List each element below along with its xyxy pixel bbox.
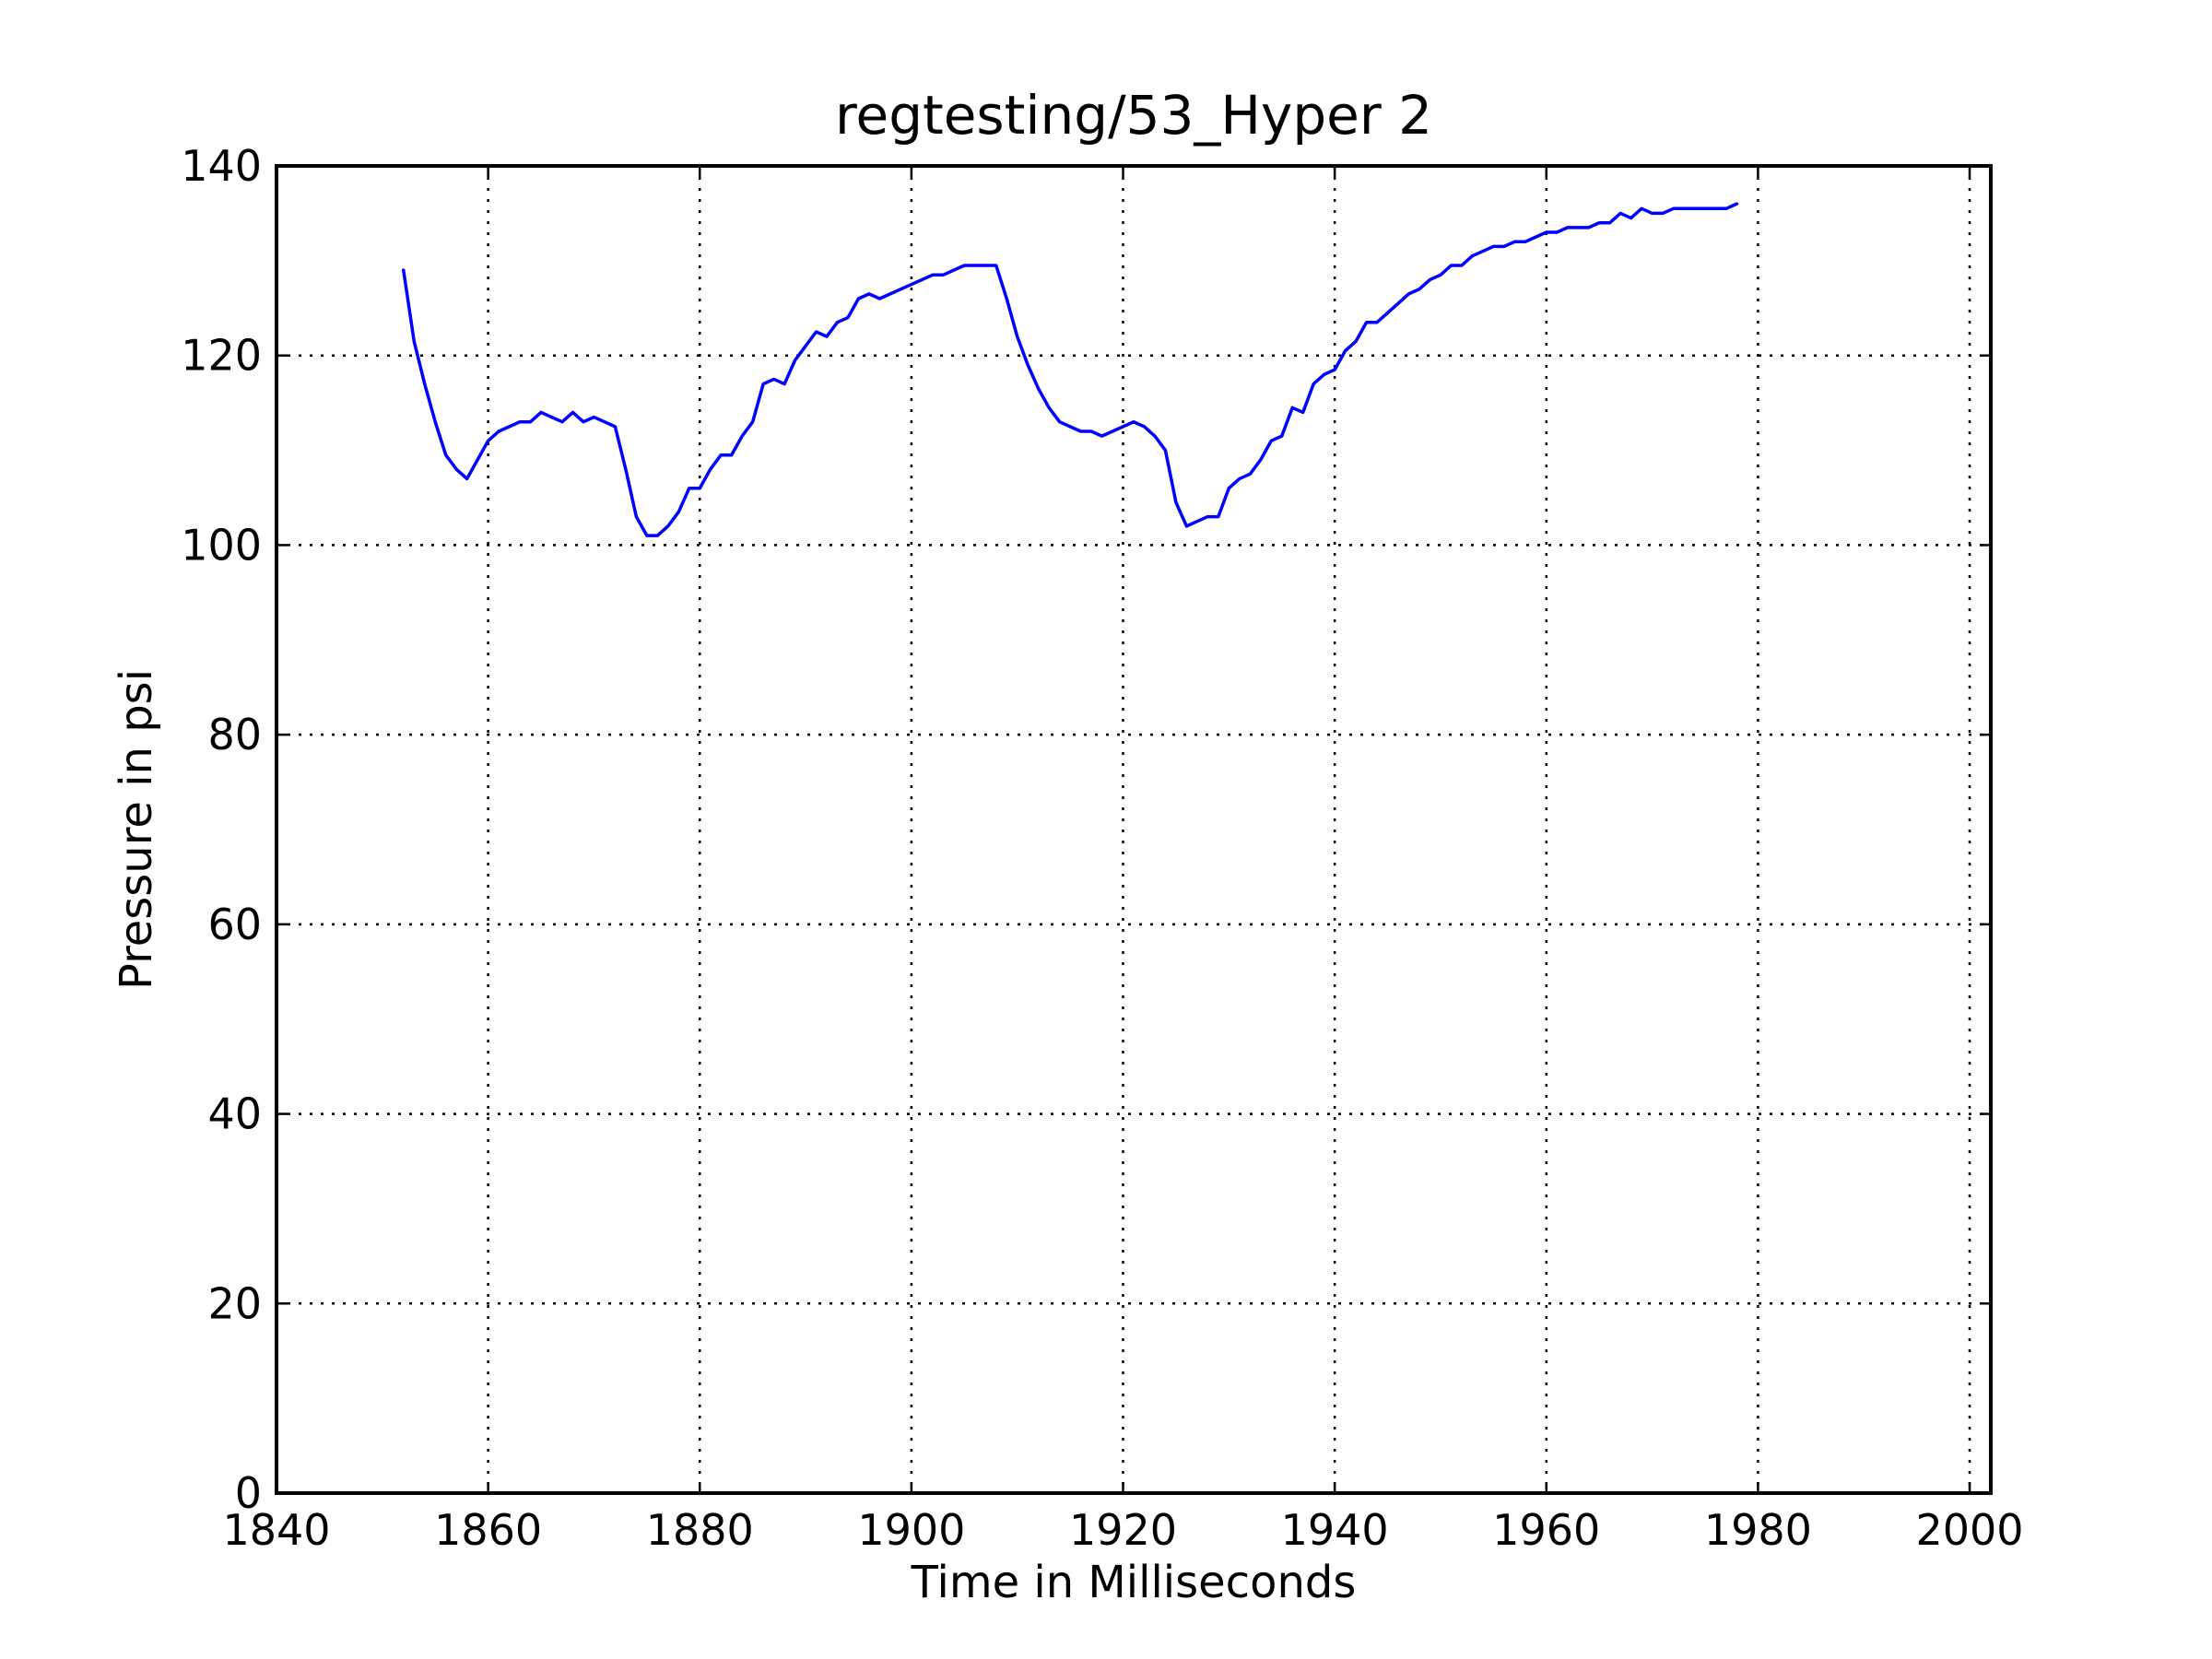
plot-area bbox=[276, 166, 1991, 1493]
y-tick-label: 100 bbox=[181, 520, 262, 570]
y-tick-label: 140 bbox=[181, 141, 262, 191]
y-tick-label: 20 bbox=[207, 1278, 262, 1328]
tick-labels: 1840 1860 1880 1900 1920 1940 1960 1980 2000 0 20 4… bbox=[181, 141, 2023, 1555]
y-tick-label: 0 bbox=[235, 1468, 262, 1518]
data-series bbox=[402, 202, 1739, 537]
x-tick-label: 2000 bbox=[1915, 1505, 2023, 1555]
y-tick-label: 120 bbox=[181, 331, 262, 381]
y-tick-label: 60 bbox=[207, 900, 262, 949]
chart-title: regtesting/53_Hyper 2 bbox=[835, 84, 1432, 147]
x-tick-label: 1860 bbox=[434, 1505, 542, 1555]
x-tick-label: 1840 bbox=[222, 1505, 330, 1555]
x-axis-label: Time in Milliseconds bbox=[911, 1557, 1357, 1608]
x-tick-label: 1900 bbox=[857, 1505, 965, 1555]
y-tick-label: 40 bbox=[207, 1089, 262, 1139]
x-tick-label: 1960 bbox=[1492, 1505, 1600, 1555]
y-axis-label: Pressure in psi bbox=[111, 669, 162, 990]
series-line-pressure bbox=[402, 202, 1739, 537]
x-tick-label: 1920 bbox=[1069, 1505, 1177, 1555]
x-tick-label: 1880 bbox=[646, 1505, 754, 1555]
y-tick-label: 80 bbox=[207, 710, 262, 759]
x-tick-label: 1940 bbox=[1281, 1505, 1389, 1555]
grid-lines bbox=[276, 166, 1991, 1493]
x-tick-label: 1980 bbox=[1704, 1505, 1812, 1555]
plot-frame bbox=[275, 164, 1993, 1495]
